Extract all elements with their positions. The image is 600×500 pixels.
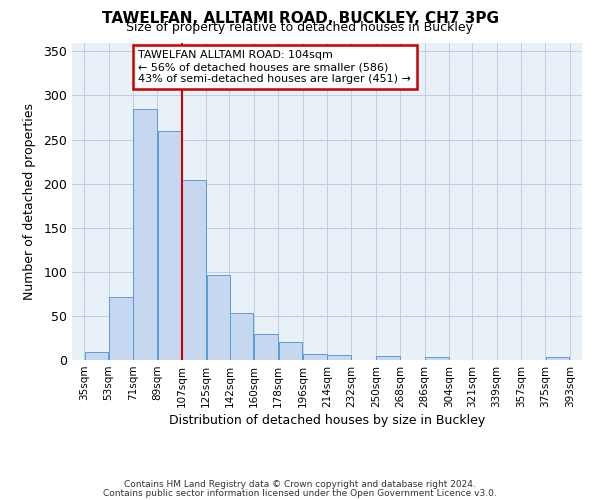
Bar: [328, 354, 351, 360]
Bar: [425, 358, 449, 360]
Text: Contains public sector information licensed under the Open Government Licence v3: Contains public sector information licen…: [103, 488, 497, 498]
Bar: [254, 334, 278, 360]
Text: Contains HM Land Registry data © Crown copyright and database right 2024.: Contains HM Land Registry data © Crown c…: [124, 480, 476, 489]
Bar: [230, 314, 253, 360]
Bar: [182, 180, 206, 360]
Bar: [85, 352, 108, 360]
Bar: [546, 358, 569, 360]
Bar: [303, 354, 326, 360]
Y-axis label: Number of detached properties: Number of detached properties: [23, 103, 37, 300]
Bar: [133, 108, 157, 360]
Text: TAWELFAN ALLTAMI ROAD: 104sqm
← 56% of detached houses are smaller (586)
43% of : TAWELFAN ALLTAMI ROAD: 104sqm ← 56% of d…: [139, 50, 411, 84]
Text: Size of property relative to detached houses in Buckley: Size of property relative to detached ho…: [127, 21, 473, 34]
Bar: [278, 342, 302, 360]
X-axis label: Distribution of detached houses by size in Buckley: Distribution of detached houses by size …: [169, 414, 485, 427]
Bar: [109, 296, 133, 360]
Text: TAWELFAN, ALLTAMI ROAD, BUCKLEY, CH7 3PG: TAWELFAN, ALLTAMI ROAD, BUCKLEY, CH7 3PG: [101, 11, 499, 26]
Bar: [158, 130, 181, 360]
Bar: [376, 356, 400, 360]
Bar: [206, 276, 230, 360]
